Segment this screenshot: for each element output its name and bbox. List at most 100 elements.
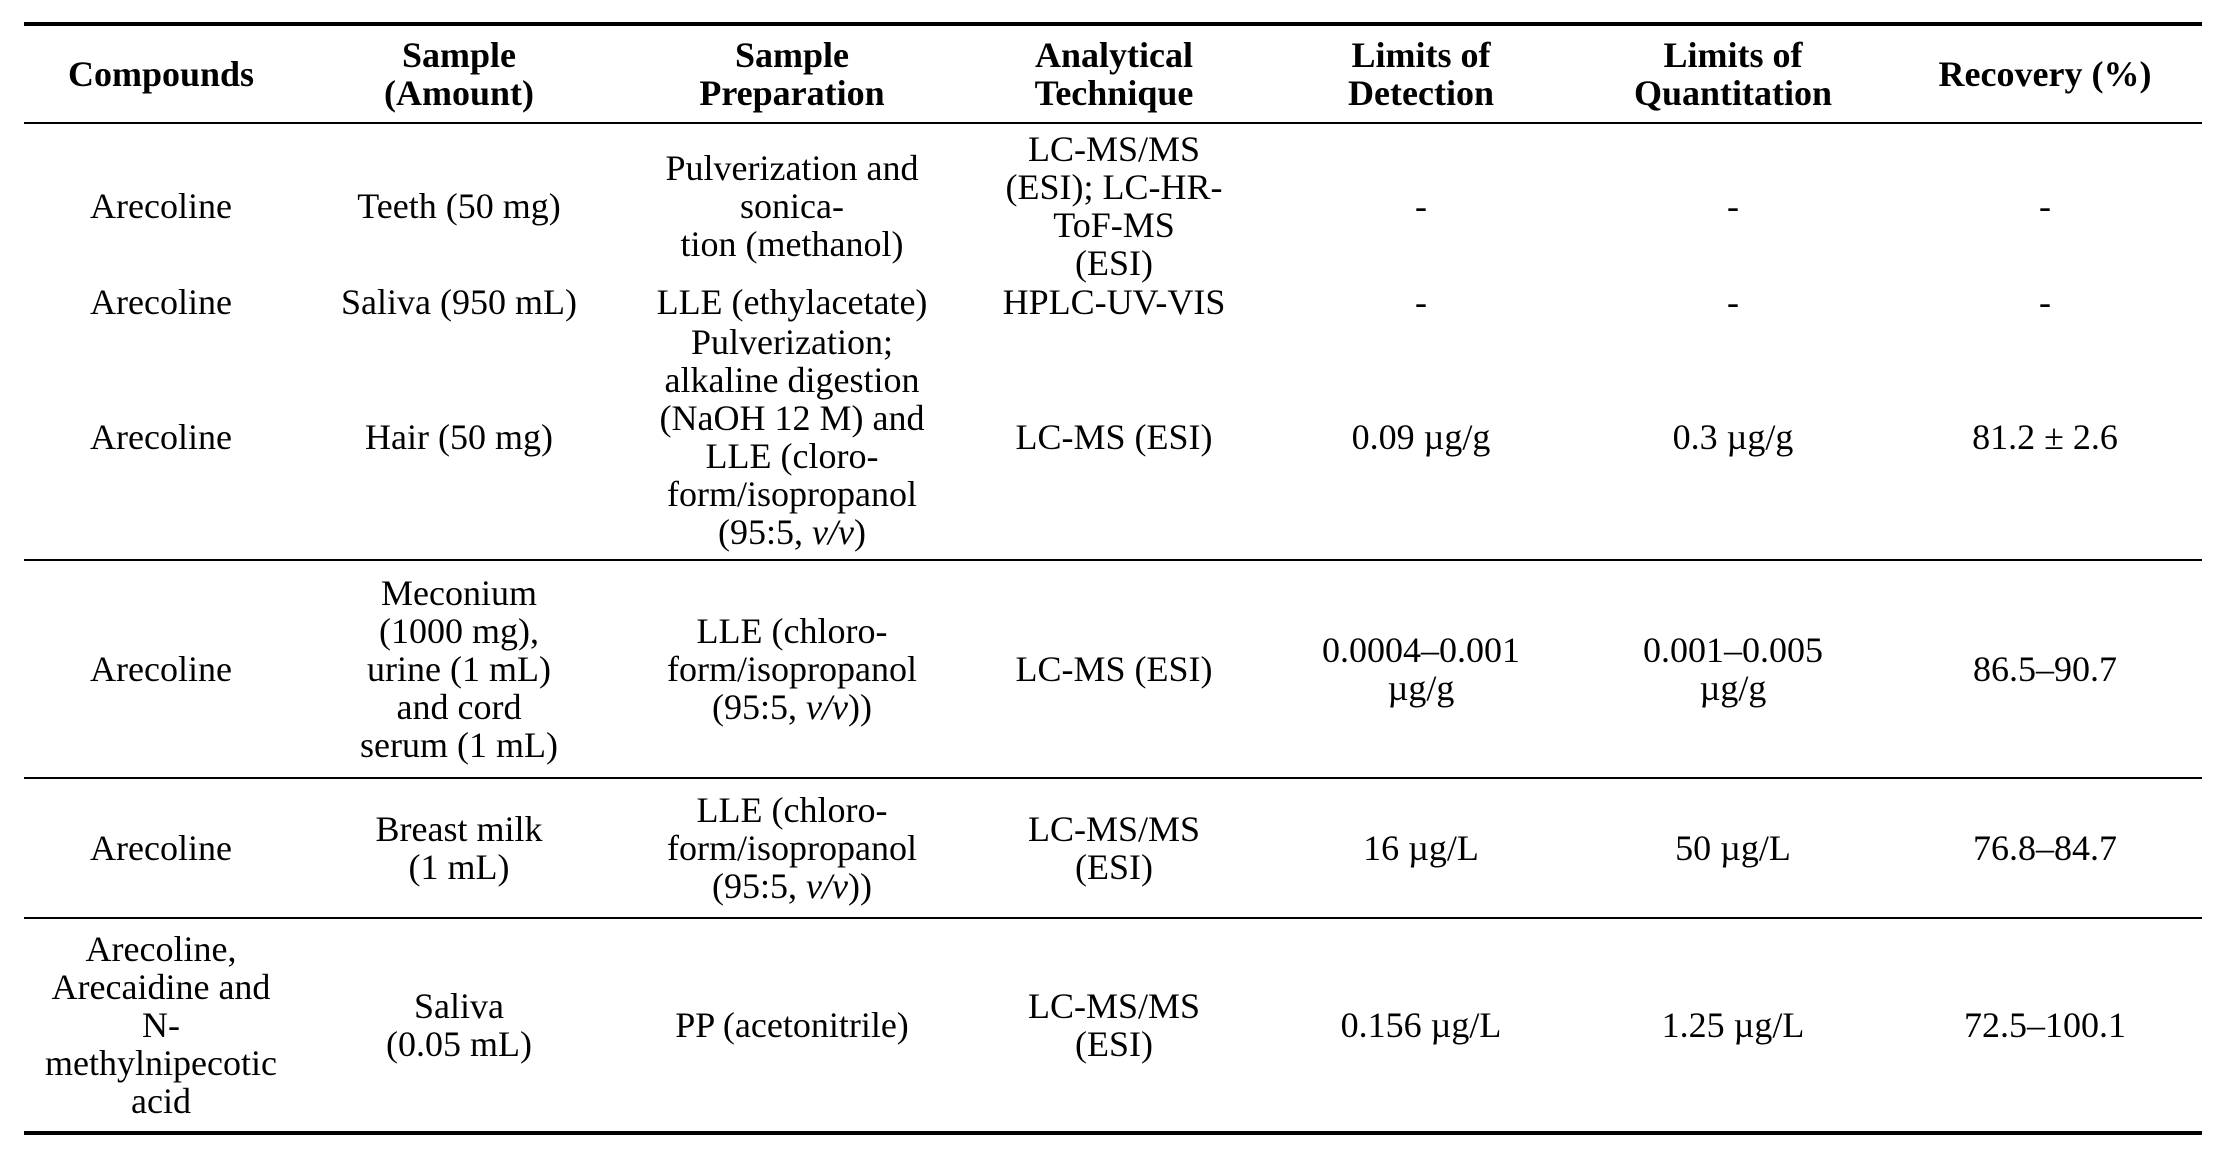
cell-compounds: Arecoline [24,123,298,282]
text-line: Arecoline [90,416,232,457]
cell-technique: LC-MS/MS (ESI) [964,778,1264,918]
cell-preparation: LLE (chloro-form/isopropanol (95:5, v/v)… [667,611,917,727]
table-row: Arecoline Meconium (1000 mg), urine (1 mL)… [24,560,2202,778]
header-compounds: Compounds [24,24,298,123]
text-line: LC-MS (ESI) [1015,416,1213,457]
text-line: Hair (50 mg) [365,416,553,457]
cell-recovery: - [1888,282,2202,322]
cell-loq: 0.001–0.005 µg/g [1578,560,1888,778]
text-line: Arecoline [90,282,232,322]
text-line: - [1415,186,1427,226]
table-row: Arecoline Hair (50 mg) Pulverization; alk… [24,322,2202,560]
text-line: LC-MS/MS [1027,129,1201,169]
text-line: - [1727,282,1739,322]
cell-technique: LC-MS (ESI) [964,560,1264,778]
text-line: Teeth (50 mg) [357,186,561,226]
cell-lod: 0.0004–0.001 µg/g [1264,560,1578,778]
text-line: Saliva (950 mL) [341,282,577,322]
text-line: LLE (chloro- [696,611,888,651]
text-line: - [2039,186,2051,226]
text-line: form/isopropanol [667,828,917,868]
cell-sample: Saliva (950 mL) [298,282,620,322]
text-line: Meconium [381,573,537,613]
table-row: Arecoline Teeth (50 mg) Pulverization an… [24,123,2202,282]
cell-preparation: LLE (chloro-form/isopropanol (95:5, v/v)… [667,790,917,906]
text-line: Analytical [1035,35,1193,75]
text-line: Sample [401,35,516,75]
italic-ratio: v/v [806,687,848,727]
table-row: Arecoline, Arecaidine and N-methylnipecoti… [24,918,2202,1133]
text-line: LLE (cloro- [705,435,879,476]
text-line: Pulverization and [665,148,919,188]
table-container: Compounds Sample (Amount) Sample Preparati… [24,22,2202,1135]
text-line: urine (1 mL) [367,649,551,689]
cell-lod: - [1264,282,1578,322]
cell-compounds: Arecoline [24,560,298,778]
text-line: 81.2 ± 2.6 [1972,416,2118,457]
cell-compounds: Arecoline, Arecaidine and N-methylnipecoti… [24,918,298,1133]
cell-recovery: 81.2 ± 2.6 [1888,322,2202,560]
text-line: - [1727,186,1739,226]
italic-ratio: v/v [812,511,854,552]
header-recovery: Recovery (%) [1888,24,2202,123]
text-line: HPLC-UV-VIS [1002,282,1226,322]
cell-compounds: Arecoline [24,282,298,322]
text-line: form/isopropanol [667,649,917,689]
text-line: (Amount) [384,73,534,113]
cell-loq: - [1578,123,1888,282]
text-line: 16 µg/L [1363,828,1479,868]
header-preparation: Sample Preparation [620,24,964,123]
text-line: serum (1 mL) [360,725,558,765]
data-table: Compounds Sample (Amount) Sample Preparati… [24,22,2202,1135]
cell-loq: - [1578,282,1888,322]
text-line: tion (methanol) [680,224,904,264]
text-line: Sample [734,35,849,75]
cell-lod: - [1264,123,1578,282]
text-line: 72.5–100.1 [1964,1005,2126,1045]
text-line: 1.25 µg/L [1661,1005,1805,1045]
cell-loq: 50 µg/L [1578,778,1888,918]
text-line: µg/g [1699,668,1767,708]
cell-compounds: Arecoline [24,778,298,918]
text-line: alkaline digestion [664,359,920,400]
cell-compounds: Arecoline [24,322,298,560]
cell-preparation: PP (acetonitrile) [620,918,964,1133]
cell-sample: Meconium (1000 mg), urine (1 mL) and cord se… [298,560,620,778]
text-line: Recovery (%) [1938,54,2152,94]
table-row: Arecoline Saliva (950 mL) LLE (ethylacet… [24,282,2202,322]
text-line: acid [131,1081,191,1121]
text-line: LLE (chloro- [696,790,888,830]
text-line: (ESI) [1075,1024,1153,1064]
text-line: 50 µg/L [1675,828,1791,868]
text-line: N- [142,1005,180,1045]
text-line: Compounds [67,54,255,94]
text-line: Saliva [414,986,504,1026]
text-line: (ESI) [1075,847,1153,887]
text-line: Limits of [1351,35,1491,75]
header-loq: Limits of Quantitation [1578,24,1888,123]
cell-loq: 0.3 µg/g [1578,322,1888,560]
text-line: (NaOH 12 M) and [659,397,925,438]
cell-recovery: - [1888,123,2202,282]
text-line: sonica- [740,186,844,226]
text-line: (ESI); LC-HR- [1005,167,1223,207]
text-line: µg/g [1387,668,1455,708]
cell-sample: Teeth (50 mg) [298,123,620,282]
text-line: 76.8–84.7 [1973,828,2117,868]
cell-sample: Saliva (0.05 mL) [298,918,620,1133]
text-line: 0.0004–0.001 [1322,630,1520,670]
text-line: Arecoline [90,186,232,226]
text-line: Limits of [1663,35,1803,75]
text-line: 0.3 µg/g [1672,416,1794,457]
text-line: - [1415,282,1427,322]
cell-recovery: 86.5–90.7 [1888,560,2202,778]
header-row: Compounds Sample (Amount) Sample Preparati… [24,24,2202,123]
cell-preparation: Pulverization and sonica-tion (methanol) [620,123,964,282]
text-line: 0.09 µg/g [1351,416,1491,457]
cell-lod: 0.156 µg/L [1264,918,1578,1133]
text-line: and cord [396,687,522,727]
text-line: - [2039,282,2051,322]
text-line: methylnipecotic [45,1043,277,1083]
header-sample: Sample (Amount) [298,24,620,123]
text-line: Preparation [699,73,885,113]
